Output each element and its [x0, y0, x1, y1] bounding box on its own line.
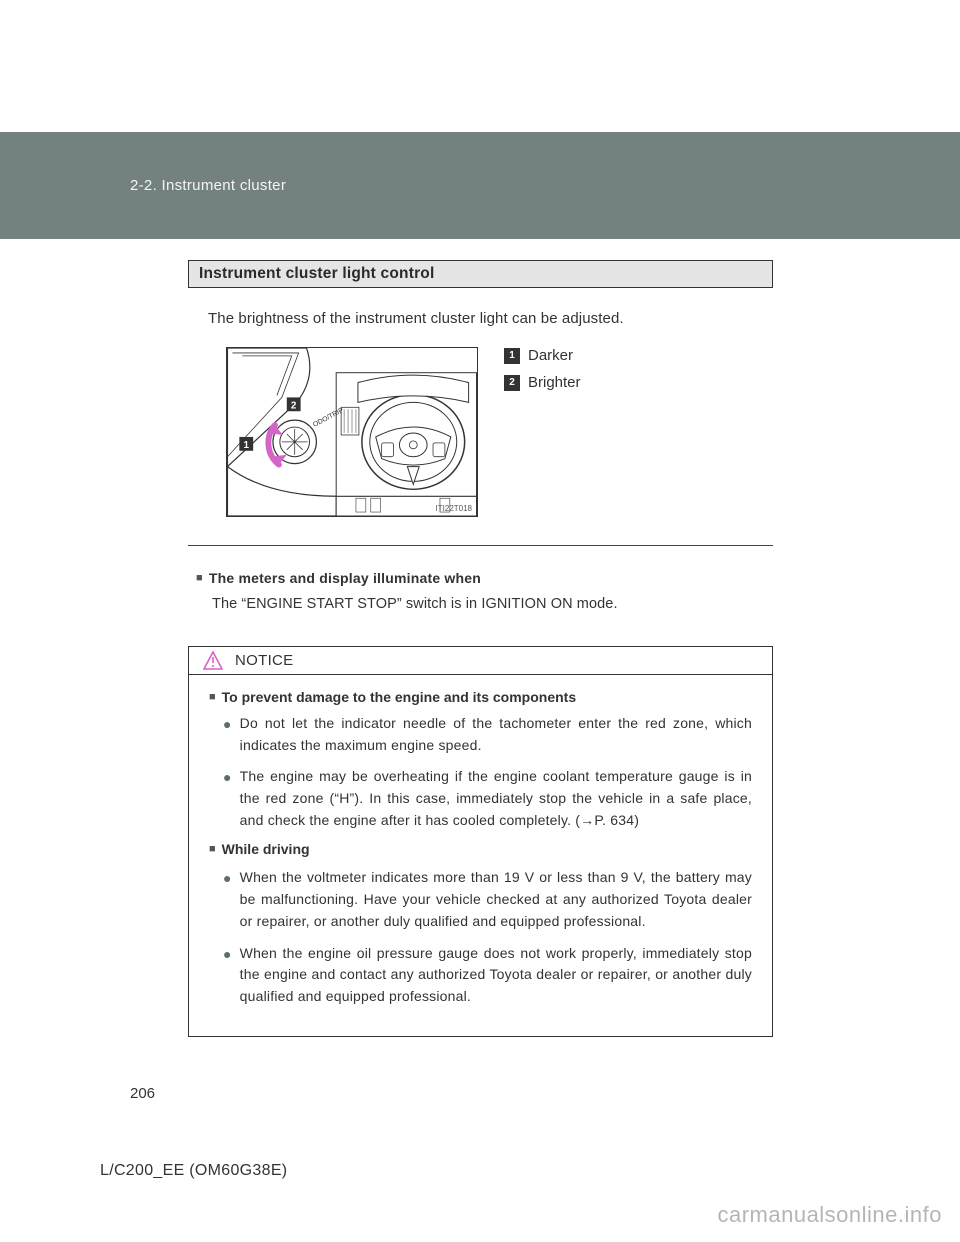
warning-triangle-icon: [203, 651, 223, 671]
notice-item-text: The engine may be overheating if the eng…: [240, 766, 752, 831]
svg-text:2: 2: [291, 400, 297, 411]
bullet-icon: ●: [223, 868, 232, 932]
notice-item-text: Do not let the indicator needle of the t…: [240, 713, 752, 756]
header-band: 2-2. Instrument cluster: [0, 132, 960, 239]
bullet-icon: ●: [223, 944, 232, 1008]
page-number: 206: [130, 1085, 155, 1102]
divider: [188, 545, 773, 546]
notice-body: ■ To prevent damage to the engine and it…: [189, 675, 772, 1036]
notice-topic-2: ■ While driving: [209, 841, 752, 857]
notice-item: ● Do not let the indicator needle of the…: [223, 713, 752, 756]
badge-2-icon: 2: [504, 375, 520, 391]
subtopic: ■ The meters and display illuminate when…: [196, 570, 773, 612]
section-label: 2-2. Instrument cluster: [130, 177, 286, 194]
figure-callouts: 1 Darker 2 Brighter: [504, 347, 581, 517]
badge-1-icon: 1: [504, 348, 520, 364]
notice-item-text: When the engine oil pressure gauge does …: [240, 943, 752, 1008]
notice-header: NOTICE: [189, 647, 772, 675]
callout-2-label: Brighter: [528, 374, 581, 391]
svg-text:1: 1: [244, 440, 250, 451]
dashboard-svg: ODO/TRIP 1 2: [227, 348, 477, 516]
notice-item-text: When the voltmeter indicates more than 1…: [240, 867, 752, 932]
subtopic-title-row: ■ The meters and display illuminate when: [196, 570, 773, 586]
notice-topic-1: ■ To prevent damage to the engine and it…: [209, 689, 752, 705]
callout-1: 1 Darker: [504, 347, 581, 364]
notice-item: ● When the voltmeter indicates more than…: [223, 867, 752, 932]
figure-row: ODO/TRIP 1 2 ITI22T018 1 Darker: [226, 347, 773, 517]
notice-title: NOTICE: [235, 652, 293, 669]
square-bullet-icon: ■: [196, 572, 203, 584]
figure-id: ITI22T018: [436, 504, 472, 513]
notice-item: ● The engine may be overheating if the e…: [223, 766, 752, 831]
doc-code: L/C200_EE (OM60G38E): [100, 1162, 287, 1180]
callout-2: 2 Brighter: [504, 374, 581, 391]
bullet-icon: ●: [223, 714, 232, 756]
figure-illustration: ODO/TRIP 1 2 ITI22T018: [226, 347, 478, 517]
notice-topic-1-title: To prevent damage to the engine and its …: [222, 689, 576, 705]
notice-item: ● When the engine oil pressure gauge doe…: [223, 943, 752, 1008]
callout-1-label: Darker: [528, 347, 573, 364]
square-bullet-icon: ■: [209, 691, 216, 703]
page-content: Instrument cluster light control The bri…: [188, 260, 773, 1037]
intro-text: The brightness of the instrument cluster…: [208, 310, 773, 327]
notice-box: NOTICE ■ To prevent damage to the engine…: [188, 646, 773, 1037]
subtopic-title: The meters and display illuminate when: [209, 570, 481, 586]
bullet-icon: ●: [223, 767, 232, 831]
square-bullet-icon: ■: [209, 843, 216, 855]
notice-topic-2-title: While driving: [222, 841, 310, 857]
section-title: Instrument cluster light control: [188, 260, 773, 288]
watermark: carmanualsonline.info: [717, 1202, 942, 1228]
subtopic-body: The “ENGINE START STOP” switch is in IGN…: [212, 596, 773, 612]
